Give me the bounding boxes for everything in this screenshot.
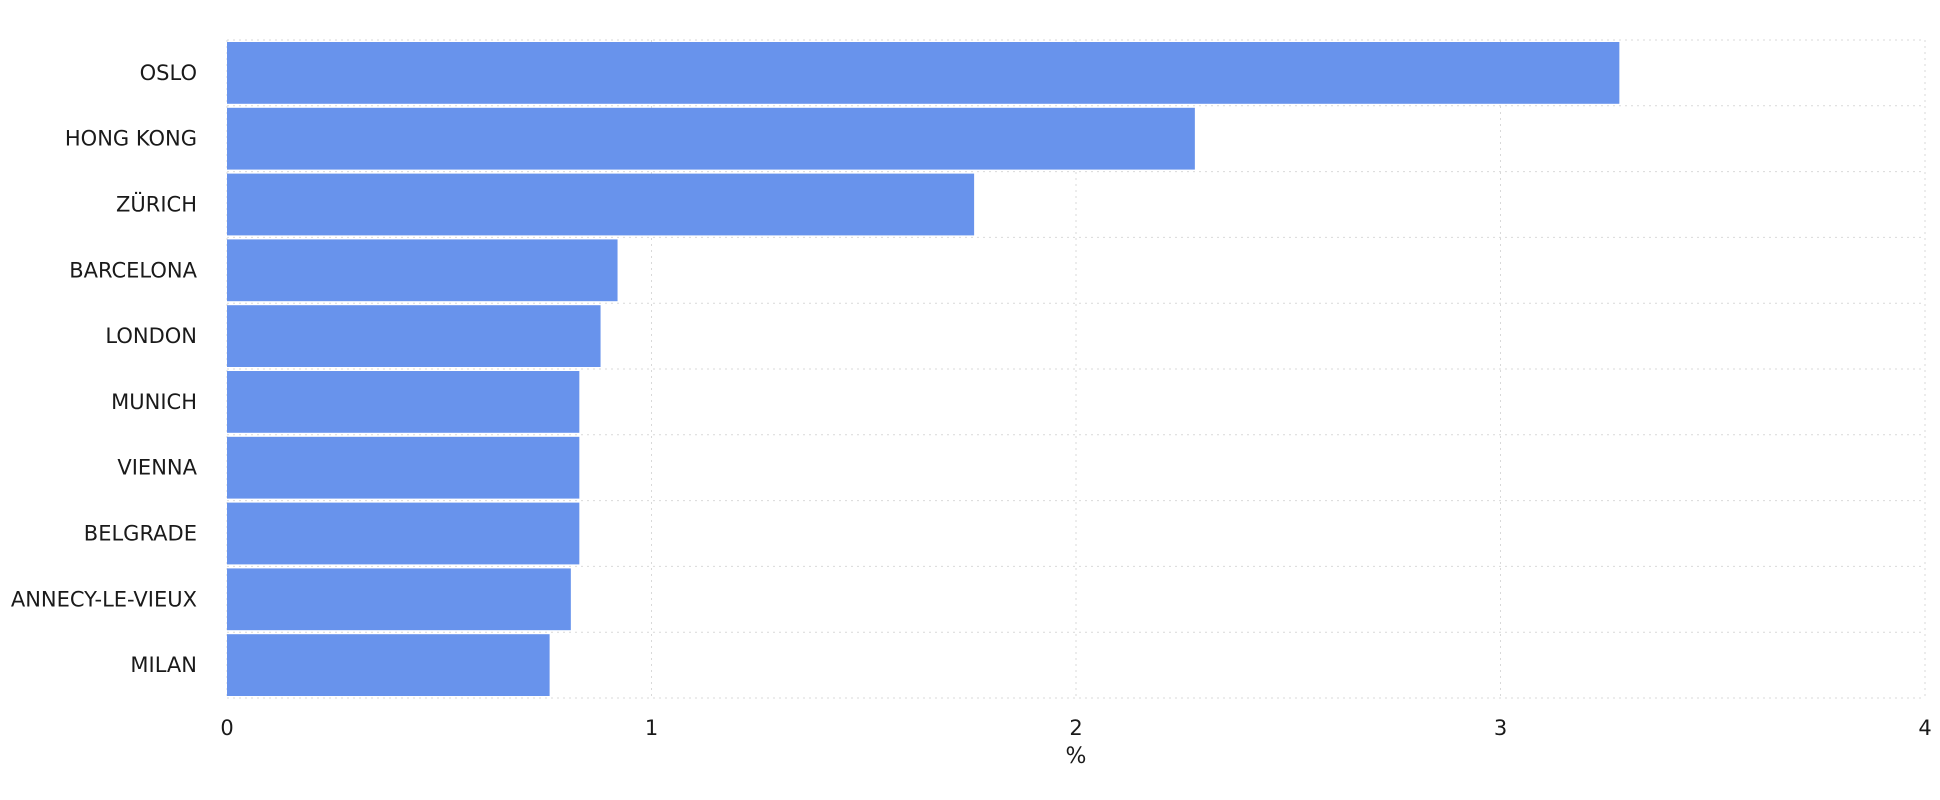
category-label: ZÜRICH xyxy=(116,192,197,217)
bar xyxy=(227,634,550,696)
bar xyxy=(227,305,601,367)
bar xyxy=(227,502,580,565)
bar xyxy=(227,568,571,631)
category-label: MILAN xyxy=(130,653,197,677)
x-tick-label: 2 xyxy=(1069,716,1082,740)
category-label: BARCELONA xyxy=(69,258,197,282)
x-axis-title: % xyxy=(1066,744,1087,769)
bar xyxy=(227,42,1620,104)
category-label: BELGRADE xyxy=(84,522,197,546)
x-tick-label: 4 xyxy=(1918,716,1931,740)
category-label: MUNICH xyxy=(111,390,197,414)
bar xyxy=(227,173,975,236)
category-label: VIENNA xyxy=(117,456,197,480)
bar xyxy=(227,436,580,499)
bar xyxy=(227,371,580,433)
bars xyxy=(227,42,1620,696)
x-axis-ticks: 0 1 2 3 4 xyxy=(220,716,1931,740)
category-labels: OSLO HONG KONG ZÜRICH BARCELONA LONDON MUNICH… xyxy=(11,61,198,677)
category-label: LONDON xyxy=(105,324,197,348)
category-label: OSLO xyxy=(140,61,197,85)
x-tick-label: 1 xyxy=(645,716,658,740)
bar xyxy=(227,107,1195,170)
bar xyxy=(227,239,618,302)
category-label: HONG KONG xyxy=(65,127,197,151)
category-label: ANNECY-LE-VIEUX xyxy=(11,587,197,611)
x-tick-label: 0 xyxy=(220,716,233,740)
x-tick-label: 3 xyxy=(1494,716,1507,740)
